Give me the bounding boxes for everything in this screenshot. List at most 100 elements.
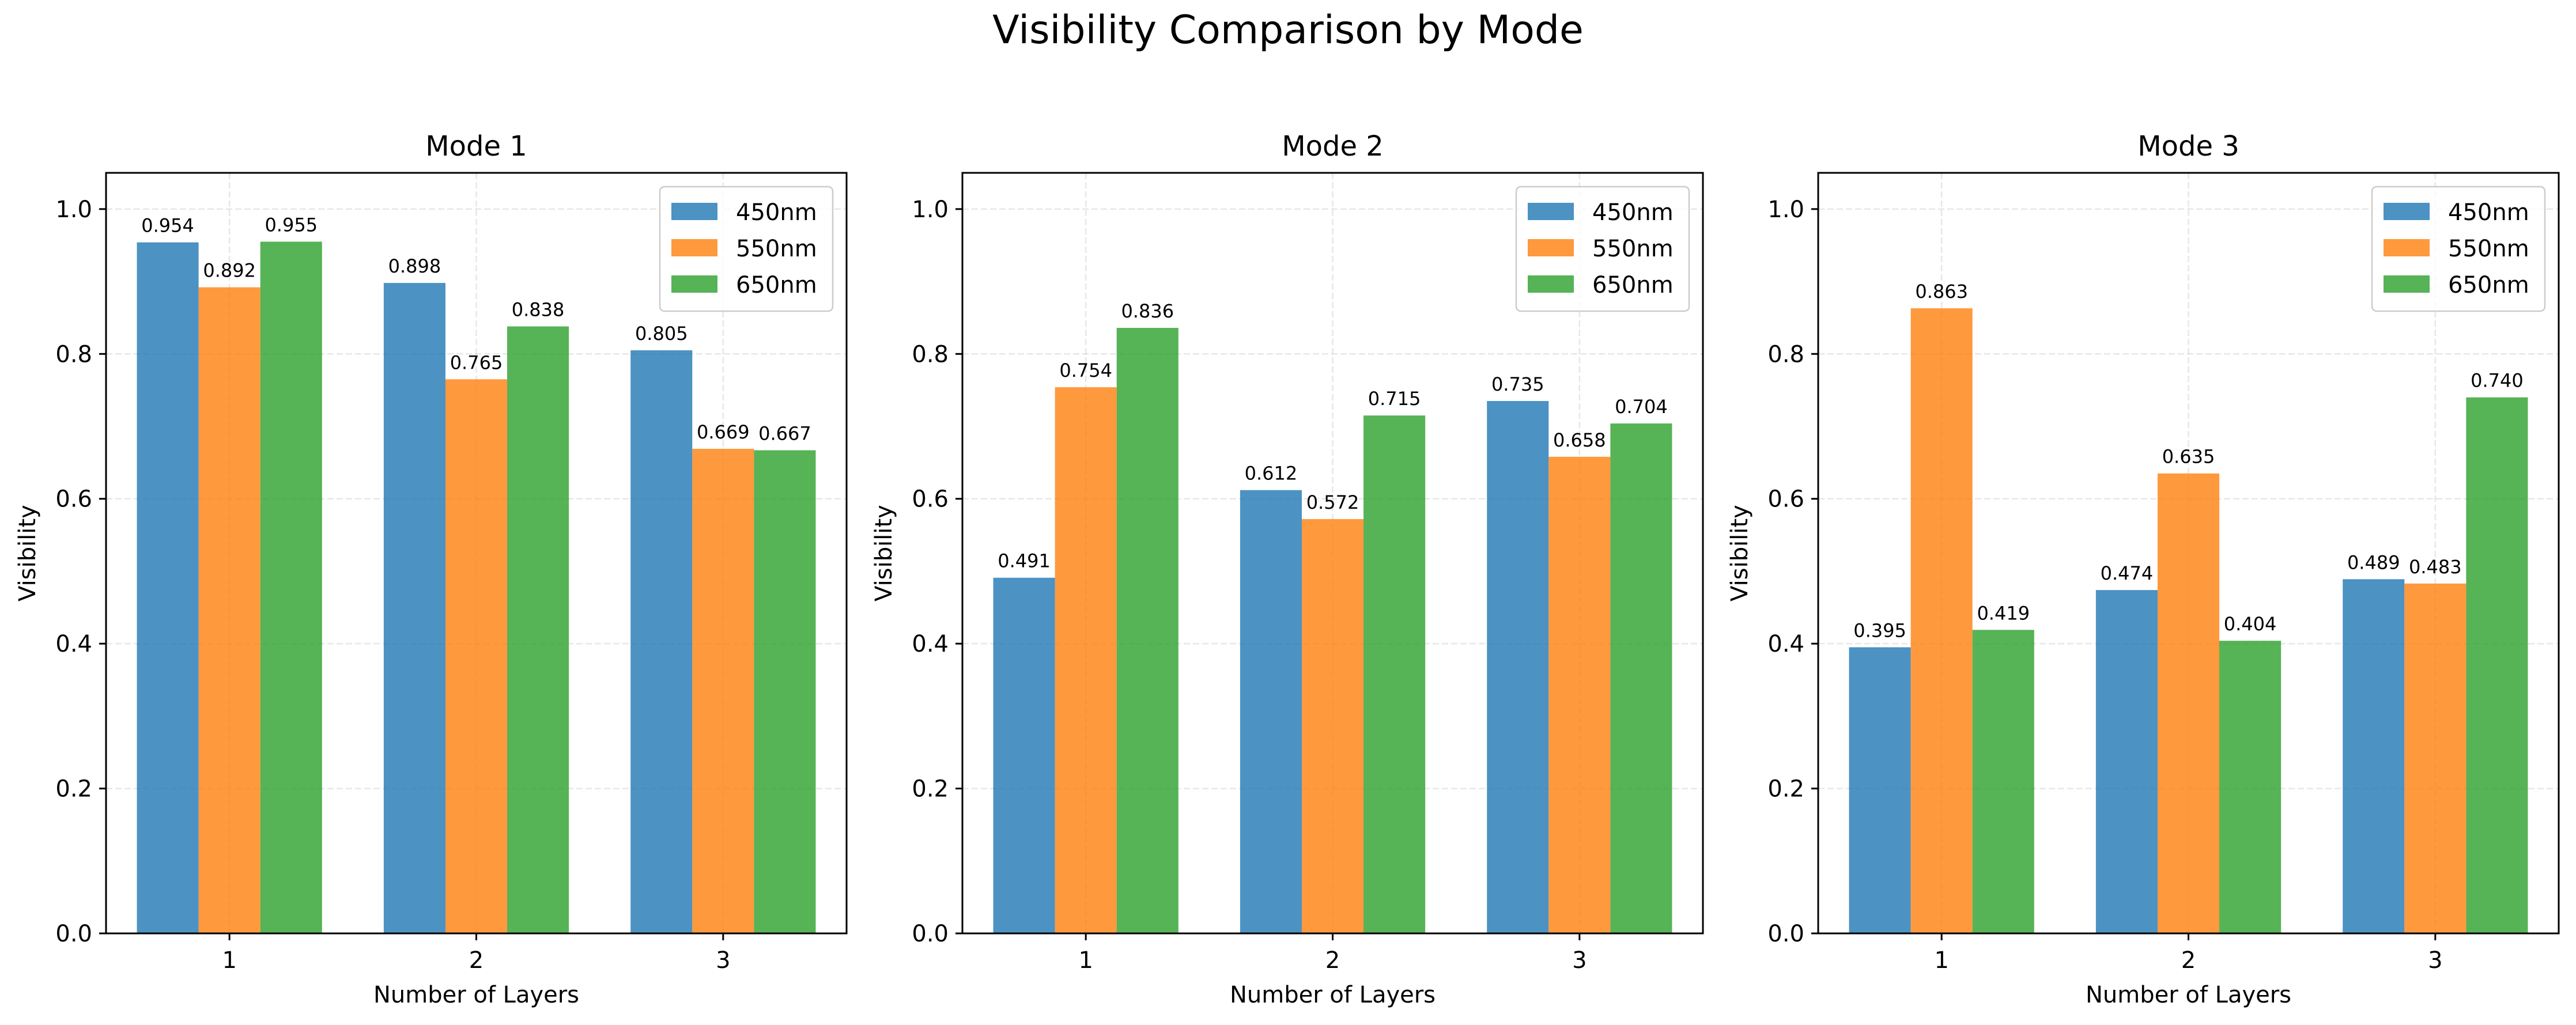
- panels-container: 0.954 0.898 0.805 0.892 0.765 0.669 0.955 0.838…: [14, 130, 2560, 1008]
- bar-value-label: 0.395: [1853, 619, 1906, 641]
- bar: [1116, 328, 1179, 933]
- bar-value-label: 0.489: [2347, 551, 2400, 573]
- x-tick-label: 1: [1078, 947, 1093, 974]
- bar: [2466, 397, 2528, 933]
- y-tick-label: 0.4: [1767, 631, 1804, 657]
- bar-value-label: 0.483: [2409, 556, 2462, 578]
- legend-swatch-450nm: [1528, 203, 1574, 220]
- bar: [1910, 308, 1973, 933]
- bar: [260, 241, 322, 933]
- bar: [2219, 641, 2282, 933]
- bar-value-label: 0.954: [141, 215, 194, 237]
- bar-value-label: 0.955: [265, 214, 318, 236]
- bar-value-label: 0.898: [388, 255, 441, 277]
- legend-swatch-450nm: [671, 203, 717, 220]
- bar: [1240, 490, 1302, 933]
- y-tick-label: 0.8: [1767, 341, 1804, 368]
- series-550nm: 0.892 0.765 0.669: [198, 260, 754, 934]
- bar-value-label: 0.863: [1915, 281, 1968, 302]
- bar: [1548, 456, 1611, 933]
- bar: [1055, 387, 1117, 933]
- panel-1: 0.954 0.898 0.805 0.892 0.765 0.669 0.955 0.838…: [14, 130, 848, 1008]
- legend-label-650nm: 650nm: [2448, 272, 2529, 298]
- y-tick-label: 0.0: [912, 921, 949, 947]
- panel-title: Mode 1: [425, 130, 527, 162]
- bar-value-label: 0.836: [1121, 300, 1174, 322]
- series-450nm: 0.954 0.898 0.805: [137, 215, 693, 934]
- bar: [137, 242, 199, 934]
- y-axis-label: Visibility: [1727, 505, 1753, 602]
- bar: [630, 350, 693, 933]
- bar-value-label: 0.658: [1553, 429, 1606, 451]
- y-tick-label: 0.2: [55, 776, 92, 803]
- series-450nm: 0.395 0.474 0.489: [1849, 551, 2405, 933]
- bar: [1363, 415, 1426, 933]
- series-550nm: 0.754 0.572 0.658: [1055, 360, 1611, 933]
- bar: [2343, 579, 2405, 933]
- y-tick-label: 1.0: [1767, 196, 1804, 223]
- legend-swatch-550nm: [2384, 239, 2430, 256]
- series-550nm: 0.863 0.635 0.483: [1910, 281, 2467, 933]
- legend-label-550nm: 550nm: [2448, 236, 2529, 262]
- bar: [692, 448, 754, 933]
- x-axis-label: Number of Layers: [373, 982, 579, 1008]
- bar: [754, 450, 816, 933]
- panel-title: Mode 3: [2137, 130, 2239, 162]
- x-tick-label: 3: [2428, 947, 2442, 974]
- panel-title: Mode 2: [1282, 130, 1384, 162]
- bar-value-label: 0.892: [203, 260, 256, 282]
- x-tick-label: 2: [2181, 947, 2196, 974]
- legend-swatch-550nm: [671, 239, 717, 256]
- bar-value-label: 0.715: [1368, 388, 1421, 410]
- y-tick-label: 0.6: [1767, 486, 1804, 513]
- x-tick-label: 1: [222, 947, 236, 974]
- bar-value-label: 0.838: [512, 299, 565, 321]
- legend-swatch-550nm: [1528, 239, 1574, 256]
- y-tick-label: 0.2: [1767, 776, 1804, 803]
- y-tick-label: 0.4: [912, 631, 949, 657]
- bar-value-label: 0.667: [758, 422, 811, 444]
- series-650nm: 0.419 0.404 0.740: [1972, 370, 2528, 933]
- y-tick-label: 0.8: [55, 341, 92, 368]
- x-tick-label: 3: [1572, 947, 1587, 974]
- y-tick-label: 1.0: [912, 196, 949, 223]
- legend-label-450nm: 450nm: [2448, 199, 2529, 226]
- bar: [383, 283, 445, 934]
- bar-value-label: 0.765: [450, 351, 503, 373]
- y-tick-label: 0.2: [912, 776, 949, 803]
- bar: [445, 379, 508, 933]
- bar-value-label: 0.491: [998, 550, 1051, 572]
- x-tick-label: 1: [1934, 947, 1948, 974]
- bar-value-label: 0.754: [1059, 360, 1112, 381]
- y-tick-label: 0.6: [55, 486, 92, 513]
- y-tick-label: 0.6: [912, 486, 949, 513]
- bar: [1972, 630, 2034, 933]
- bar-value-label: 0.419: [1977, 602, 2030, 624]
- series-450nm: 0.491 0.612 0.735: [993, 373, 1549, 933]
- y-tick-label: 1.0: [55, 196, 92, 223]
- bar-value-label: 0.740: [2471, 370, 2524, 392]
- x-axis-label: Number of Layers: [1230, 982, 1436, 1008]
- series-650nm: 0.836 0.715 0.704: [1116, 300, 1672, 933]
- bar: [1849, 647, 1911, 933]
- legend-label-450nm: 450nm: [1592, 199, 1674, 226]
- bar: [507, 326, 569, 933]
- x-axis-label: Number of Layers: [2086, 982, 2291, 1008]
- legend-label-450nm: 450nm: [736, 199, 817, 226]
- y-tick-label: 0.8: [912, 341, 949, 368]
- bar-value-label: 0.572: [1306, 491, 1359, 513]
- bar: [1487, 401, 1549, 933]
- bar: [2157, 473, 2220, 933]
- legend-label-650nm: 650nm: [1592, 272, 1674, 298]
- legend-swatch-650nm: [2384, 275, 2430, 293]
- bar-value-label: 0.805: [635, 323, 688, 345]
- legend-swatch-650nm: [1528, 275, 1574, 293]
- bar-value-label: 0.735: [1491, 373, 1544, 395]
- panel-3: 0.395 0.474 0.489 0.863 0.635 0.483 0.419 0.404…: [1727, 130, 2560, 1008]
- bar-value-label: 0.704: [1615, 396, 1668, 418]
- series-650nm: 0.955 0.838 0.667: [260, 214, 816, 933]
- x-tick-label: 3: [716, 947, 730, 974]
- legend-label-550nm: 550nm: [736, 236, 817, 262]
